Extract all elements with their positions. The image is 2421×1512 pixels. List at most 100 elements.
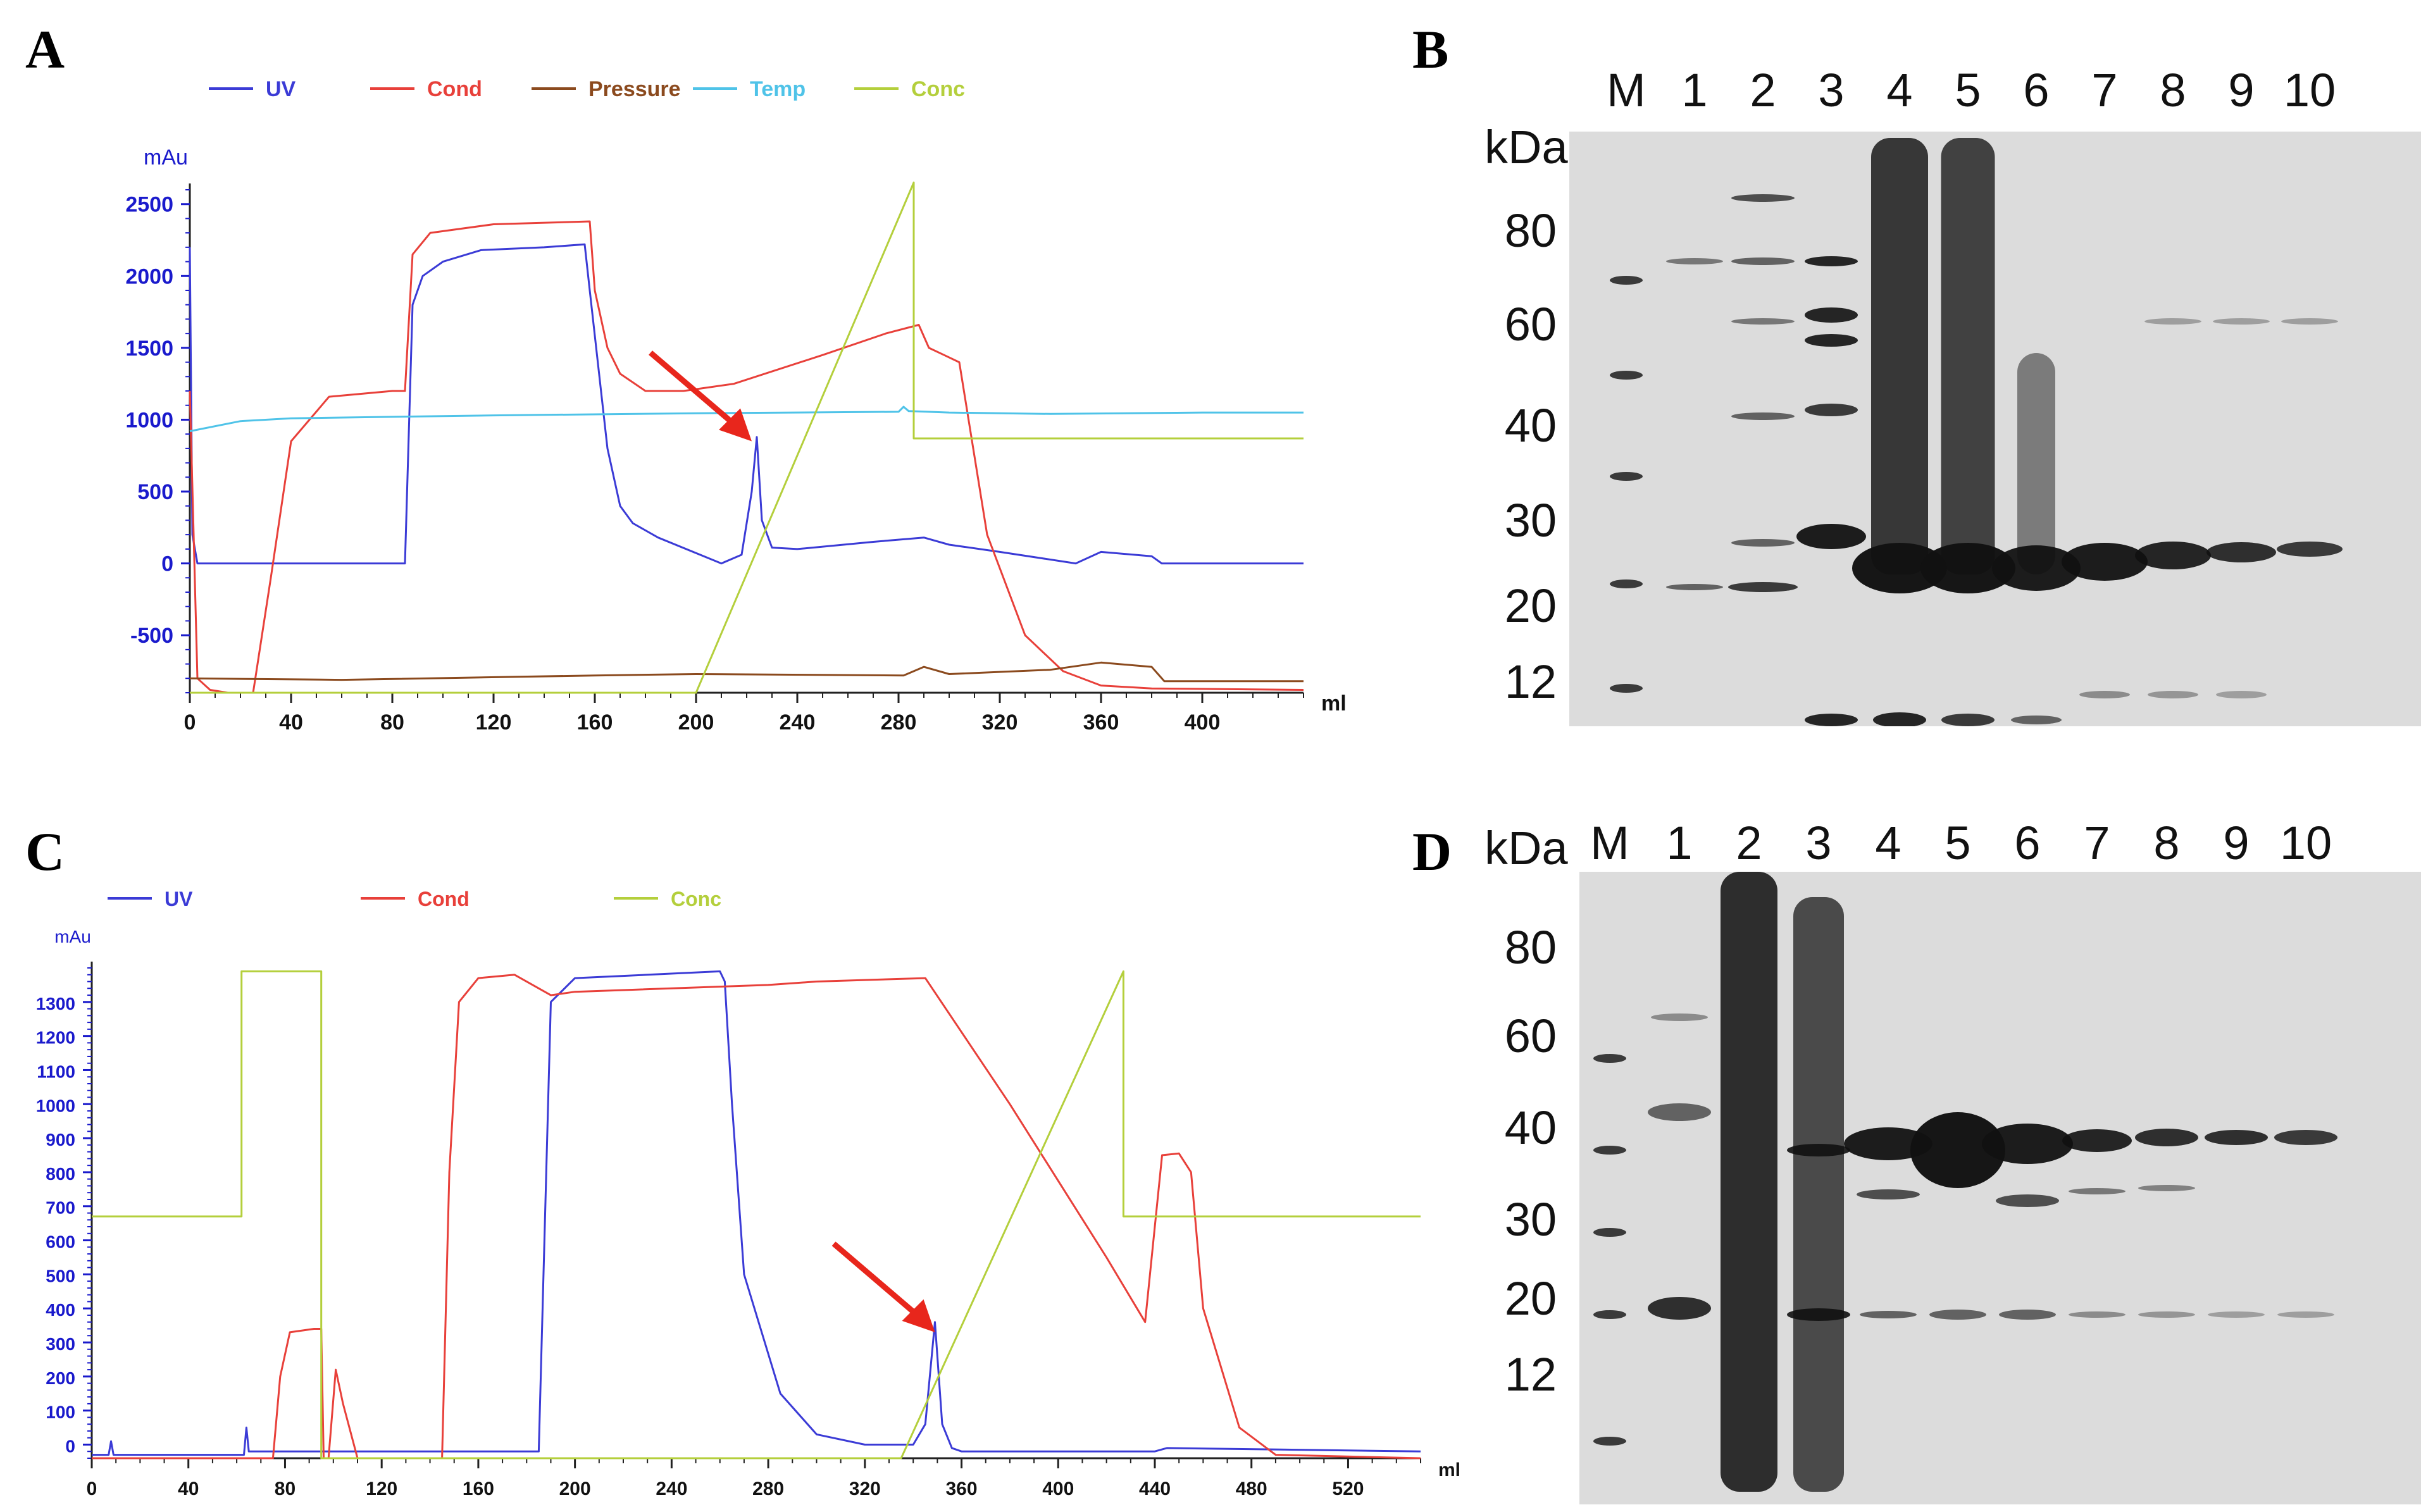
y-tick-label: 800 bbox=[46, 1164, 75, 1184]
gel-b: kDa M 1 2 3 4 5 6 7 8 9 10 80 60 40 30 20 12 bbox=[1455, 38, 2421, 734]
lane-label: 6 bbox=[2023, 64, 2050, 116]
lane-label: M bbox=[1607, 64, 1646, 116]
gel-band bbox=[1920, 543, 2015, 593]
red-arrow-icon bbox=[649, 350, 752, 442]
gel-band bbox=[2205, 1130, 2268, 1145]
y-tick-label: 2000 bbox=[125, 264, 173, 288]
lane-label: 3 bbox=[1805, 817, 1832, 869]
legend-label-conc: Conc bbox=[911, 77, 965, 101]
y-tick-label: 1000 bbox=[125, 408, 173, 432]
gel-band bbox=[1731, 194, 1795, 202]
mw-marker-label: 80 bbox=[1504, 204, 1557, 257]
mw-marker-label: 40 bbox=[1504, 399, 1557, 452]
lane-label: 7 bbox=[2084, 817, 2110, 869]
chromatogram-a: -500 0 500 1000 1500 2000 2500 0 40 80 120 160 200 24… bbox=[125, 77, 1347, 734]
chromatogram-c: 0100200300400500600700800900100011001200… bbox=[36, 888, 1460, 1499]
lane-label: 7 bbox=[2091, 64, 2118, 116]
gel-band bbox=[1805, 307, 1858, 323]
gel-d-kda-label: kDa bbox=[1484, 822, 1568, 874]
gel-band bbox=[1860, 1311, 1917, 1318]
legend-label-uv: UV bbox=[165, 888, 193, 910]
panel-label-a: A bbox=[25, 19, 65, 80]
series-line-uv bbox=[189, 243, 1304, 565]
gel-band-marker bbox=[1593, 1054, 1626, 1063]
gel-band bbox=[1648, 1103, 1711, 1121]
gel-band bbox=[1805, 256, 1858, 266]
x-tick-label: 520 bbox=[1332, 1478, 1364, 1499]
gel-band bbox=[2011, 716, 2062, 724]
x-tick-label: 80 bbox=[380, 710, 404, 734]
gel-band bbox=[2138, 1311, 2195, 1318]
gel-band bbox=[2144, 318, 2201, 325]
x-tick-label: 80 bbox=[275, 1478, 296, 1499]
y-tick-label: 700 bbox=[46, 1198, 75, 1218]
series-line-pressure bbox=[189, 661, 1304, 683]
lane-label: 9 bbox=[2228, 64, 2255, 116]
gel-band bbox=[1996, 1194, 2059, 1207]
lane-label: 4 bbox=[1875, 817, 1901, 869]
gel-b-bands bbox=[1569, 132, 2421, 726]
gel-band bbox=[2213, 318, 2270, 325]
legend-label-uv: UV bbox=[266, 77, 296, 101]
gel-band-marker bbox=[1593, 1146, 1626, 1155]
gel-band bbox=[1648, 1297, 1711, 1320]
gel-band bbox=[1731, 412, 1795, 420]
lane-label: 8 bbox=[2160, 64, 2186, 116]
x-tick-label: 400 bbox=[1042, 1478, 1074, 1499]
gel-background bbox=[1579, 872, 2421, 1504]
gel-band-marker bbox=[1610, 579, 1643, 588]
gel-band bbox=[1666, 258, 1723, 264]
y-tick-label: 200 bbox=[46, 1368, 75, 1388]
y-tick-label: 1100 bbox=[37, 1062, 75, 1081]
gel-band bbox=[1805, 404, 1858, 416]
gel-band-marker bbox=[1610, 276, 1643, 285]
legend-label-cond: Cond bbox=[418, 888, 470, 910]
x-axis-label: ml bbox=[1438, 1459, 1460, 1480]
arrow-shaft bbox=[831, 1241, 923, 1321]
x-tick-label: 0 bbox=[87, 1478, 97, 1499]
series-line-conc bbox=[190, 182, 1304, 694]
gel-band bbox=[1929, 1310, 1986, 1320]
legend-label-pressure: Pressure bbox=[588, 77, 681, 101]
x-axis-label: ml bbox=[1321, 691, 1347, 716]
x-tick-label: 160 bbox=[463, 1478, 494, 1499]
lane-label: 4 bbox=[1886, 64, 1913, 116]
gel-band bbox=[1999, 1310, 2056, 1320]
gel-band bbox=[2062, 543, 2148, 581]
gel-band bbox=[1805, 334, 1858, 347]
lane-label: 9 bbox=[2223, 817, 2250, 869]
series-line-cond bbox=[189, 220, 1304, 694]
gel-band bbox=[1992, 545, 2081, 591]
legend-label-conc: Conc bbox=[671, 888, 721, 910]
gel-band bbox=[2216, 691, 2267, 698]
gel-band bbox=[1857, 1189, 1920, 1199]
gel-band bbox=[1731, 318, 1795, 325]
gel-band bbox=[1873, 712, 1926, 726]
gel-smear bbox=[1721, 872, 1777, 1492]
x-tick-label: 40 bbox=[178, 1478, 199, 1499]
gel-smear bbox=[1941, 138, 1995, 574]
y-tick-label: 100 bbox=[46, 1403, 75, 1422]
y-tick-label: 0 bbox=[65, 1436, 75, 1456]
y-tick-label: 300 bbox=[46, 1334, 75, 1354]
x-tick-label: 360 bbox=[1083, 710, 1119, 734]
x-tick-label: 320 bbox=[982, 710, 1018, 734]
gel-smear bbox=[1871, 138, 1928, 574]
mw-marker-label: 30 bbox=[1504, 1193, 1557, 1246]
mw-marker-label: 12 bbox=[1504, 655, 1557, 708]
x-tick-label: 360 bbox=[946, 1478, 978, 1499]
gel-band bbox=[2206, 542, 2276, 562]
series-line-temp bbox=[189, 406, 1304, 433]
x-tick-label: 440 bbox=[1139, 1478, 1171, 1499]
lane-label: 5 bbox=[1955, 64, 1981, 116]
gel-band-marker bbox=[1593, 1437, 1626, 1446]
lane-label: 3 bbox=[1818, 64, 1845, 116]
gel-band bbox=[2069, 1188, 2125, 1194]
y-tick-label: 600 bbox=[46, 1232, 75, 1252]
gel-band bbox=[2079, 691, 2130, 698]
gel-band bbox=[2281, 318, 2338, 325]
gel-band bbox=[2274, 1130, 2337, 1145]
legend-label-cond: Cond bbox=[427, 77, 482, 101]
lane-label: 2 bbox=[1750, 64, 1776, 116]
gel-band bbox=[1651, 1013, 1708, 1021]
